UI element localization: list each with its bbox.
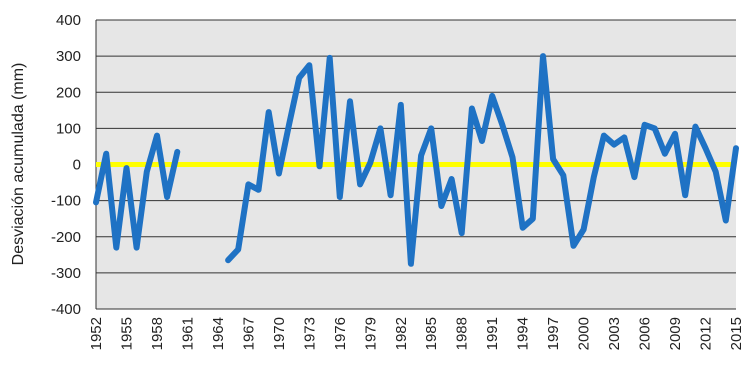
y-tick-label: 0 — [73, 157, 81, 174]
y-tick-label: 300 — [56, 48, 81, 65]
x-tick-label: 2015 — [728, 317, 741, 350]
x-tick-label: 1967 — [240, 317, 257, 350]
x-tick-label: 2000 — [576, 317, 593, 350]
y-tick-label: 400 — [56, 12, 81, 29]
x-tick-label: 1988 — [454, 317, 471, 350]
x-tick-label: 1982 — [393, 317, 410, 350]
y-tick-label: -400 — [51, 301, 81, 318]
x-tick-label: 2009 — [667, 317, 684, 350]
x-tick-label: 1961 — [179, 317, 196, 350]
x-tick-label: 1952 — [88, 317, 105, 350]
y-tick-label: -200 — [51, 229, 81, 246]
x-tick-label: 1976 — [332, 317, 349, 350]
y-tick-label: -300 — [51, 265, 81, 282]
y-axis-title: Desviación acumulada (mm) — [10, 63, 27, 266]
x-tick-label: 1970 — [271, 317, 288, 350]
series-segment — [93, 132, 181, 251]
series-segment — [225, 53, 739, 267]
x-tick-label: 1985 — [423, 317, 440, 350]
x-tick-label: 1997 — [545, 317, 562, 350]
x-tick-label: 1994 — [515, 317, 532, 350]
series-line — [93, 53, 739, 267]
x-tick-label: 1964 — [210, 317, 227, 350]
x-tick-label: 2003 — [606, 317, 623, 350]
y-tick-label: 200 — [56, 84, 81, 101]
x-tick-label: 2006 — [637, 317, 654, 350]
x-tick-label: 1973 — [301, 317, 318, 350]
x-tick-label: 1991 — [484, 317, 501, 350]
x-tick-label: 1979 — [362, 317, 379, 350]
x-tick-label: 1958 — [149, 317, 166, 350]
y-tick-labels: 400 300 200 100 0 -100 -200 -300 -400 — [51, 12, 81, 318]
x-tick-label: 1955 — [118, 317, 135, 350]
y-tick-label: 100 — [56, 120, 81, 137]
x-tick-labels: 1952 1955 1958 1961 1964 1967 1970 1973 1976 1979… — [88, 317, 741, 350]
x-tick-label: 2012 — [698, 317, 715, 350]
y-tick-label: -100 — [51, 193, 81, 210]
